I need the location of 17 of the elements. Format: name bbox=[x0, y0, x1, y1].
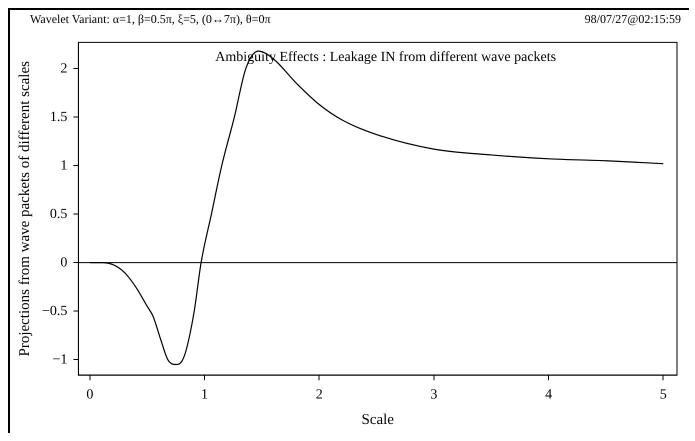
y-tick-label: −0.5 bbox=[42, 304, 68, 319]
x-tick-label: 1 bbox=[201, 387, 208, 402]
x-tick-label: 3 bbox=[430, 387, 438, 402]
y-axis-title: Projections from wave packets of different scales bbox=[16, 60, 33, 357]
chart-title: Wavelet Variant: α=1, β=0.5π, ξ=5, (0↔7π), θ=0π bbox=[30, 12, 271, 28]
y-tick-label: 1 bbox=[60, 158, 68, 174]
x-axis-title: Scale bbox=[361, 412, 394, 428]
y-tick-label: 0 bbox=[60, 255, 68, 270]
y-tick-label: 1.5 bbox=[50, 110, 68, 125]
x-tick-label: 5 bbox=[660, 387, 667, 402]
x-tick-label: 0 bbox=[86, 387, 94, 402]
x-tick-label: 2 bbox=[316, 387, 323, 402]
y-tick-label: 2 bbox=[60, 61, 68, 76]
x-tick-label: 4 bbox=[545, 387, 552, 402]
y-tick-label: −1 bbox=[52, 352, 68, 368]
text: 98/07/27@02:15:59 bbox=[584, 12, 681, 28]
y-tick-label: 0.5 bbox=[50, 206, 68, 222]
